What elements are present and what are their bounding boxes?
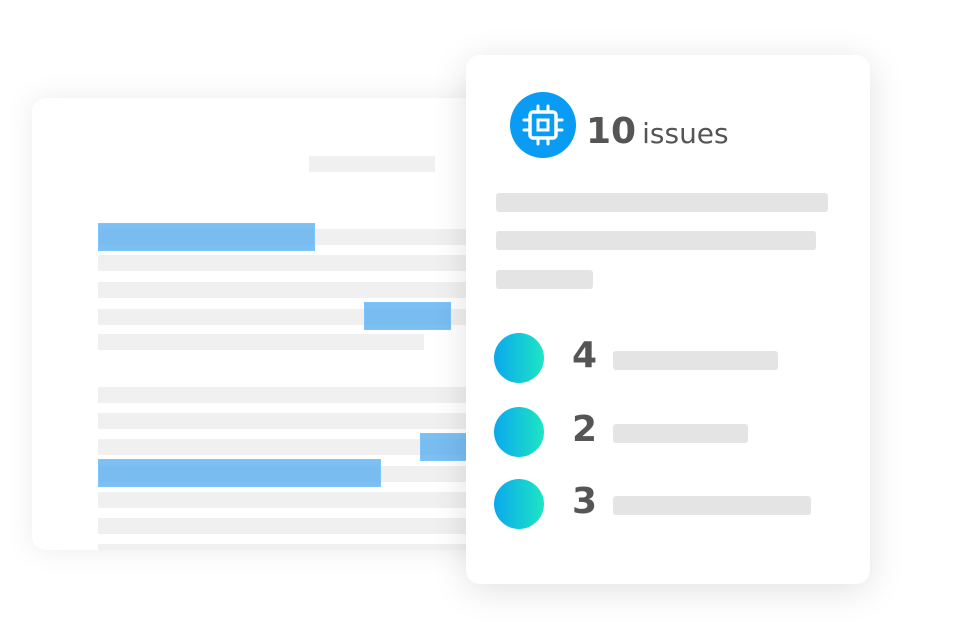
category-count: 2 (572, 409, 598, 450)
summary-line (496, 231, 816, 250)
text-line (98, 387, 502, 403)
text-line (98, 282, 502, 298)
text-line (98, 255, 502, 271)
summary-line (496, 193, 828, 212)
issues-heading: 10 issues (586, 111, 729, 152)
issue-highlight[interactable] (98, 223, 315, 251)
issues-count: 10 (586, 111, 637, 152)
issue-highlight[interactable] (364, 302, 451, 330)
text-line (98, 544, 502, 550)
category-dot-icon (494, 407, 544, 457)
category-label-line (613, 496, 811, 515)
text-line (98, 334, 424, 350)
category-dot-icon (494, 333, 544, 383)
category-label-line (613, 424, 748, 443)
text-line (98, 439, 502, 455)
summary-line (496, 270, 593, 289)
text-line (98, 518, 502, 534)
category-count: 4 (572, 335, 598, 376)
issue-highlight[interactable] (98, 459, 381, 487)
issue-highlight[interactable] (420, 433, 470, 461)
category-dot-icon (494, 479, 544, 529)
cpu-chip-icon (510, 92, 576, 158)
issues-label: issues (642, 117, 729, 150)
category-label-line (613, 351, 778, 370)
text-line (98, 413, 502, 429)
text-line (98, 492, 502, 508)
doc-title-line (309, 156, 435, 172)
document-preview (32, 98, 502, 550)
category-count: 3 (572, 481, 598, 522)
issues-card: 10 issues 4 2 3 (466, 55, 870, 584)
